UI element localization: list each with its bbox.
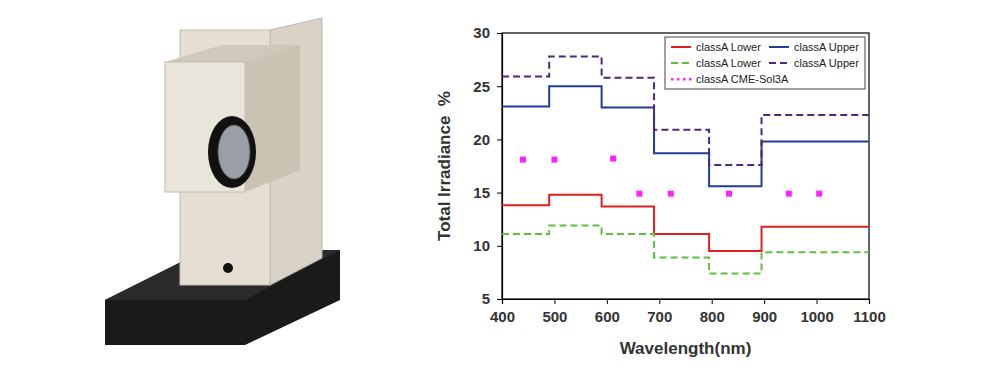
series-line <box>502 86 869 186</box>
x-axis-title: Wavelength(nm) <box>620 339 752 358</box>
plot-frame <box>502 33 869 299</box>
x-tick-label: 500 <box>542 308 567 325</box>
scatter-point <box>668 191 674 197</box>
legend-box <box>665 37 865 89</box>
legend-swatch <box>769 46 789 48</box>
legend-label: classA Lower <box>696 57 761 69</box>
x-tick-label: 400 <box>490 308 515 325</box>
legend-swatch <box>677 78 680 81</box>
y-axis-title: Total Irradiance % <box>435 91 454 241</box>
y-tick-mark <box>497 299 502 300</box>
legend-item: classA Upper <box>769 57 859 69</box>
x-tick: 1000 <box>800 299 833 325</box>
y-tick: 20 <box>473 131 502 148</box>
device-knob <box>223 263 233 273</box>
x-tick-label: 600 <box>595 308 620 325</box>
x-tick-label: 800 <box>700 308 725 325</box>
legend-label: classA Upper <box>794 57 859 69</box>
legend-swatch <box>769 62 789 64</box>
y-tick: 25 <box>473 78 502 95</box>
y-tick-mark <box>497 33 502 34</box>
scatter-point <box>636 191 642 197</box>
legend-item: classA Upper <box>769 41 859 53</box>
legend-item: classA Lower <box>671 57 761 69</box>
y-axis: 5 10 15 20 25 30 <box>473 24 502 307</box>
legend-item: classA CME-Sol3A <box>671 73 789 85</box>
scatter-point <box>551 157 557 163</box>
device-illustration <box>105 18 340 345</box>
y-tick: 5 <box>482 290 502 307</box>
y-tick-label: 30 <box>473 24 490 41</box>
x-tick: 800 <box>700 299 725 325</box>
device-lens <box>218 125 250 179</box>
legend-label: classA Lower <box>696 41 761 53</box>
y-tick-label: 5 <box>482 290 490 307</box>
x-tick-label: 700 <box>647 308 672 325</box>
y-axis-line <box>497 34 503 300</box>
legend: classA Lower classA Upper classA Lower clas… <box>665 37 865 89</box>
y-tick-label: 25 <box>473 78 490 95</box>
y-tick-mark <box>497 86 502 87</box>
x-tick: 900 <box>752 299 777 325</box>
y-tick-label: 10 <box>473 237 490 254</box>
scatter-point <box>610 156 616 162</box>
x-tick-mark <box>607 299 608 304</box>
x-tick-label: 1100 <box>853 308 886 325</box>
y-tick: 15 <box>473 184 502 201</box>
x-tick: 400 <box>490 299 515 325</box>
x-tick-mark <box>712 299 713 304</box>
device-head-side <box>245 45 300 192</box>
scatter-point <box>726 191 732 197</box>
x-axis-line <box>503 300 870 305</box>
y-tick-mark <box>497 139 502 140</box>
x-tick-mark <box>817 299 818 304</box>
y-tick-mark <box>497 246 502 247</box>
x-tick-mark <box>764 299 765 304</box>
x-tick-mark <box>659 299 660 304</box>
legend-swatch <box>671 46 691 48</box>
legend-label: classA CME-Sol3A <box>696 73 789 85</box>
legend-swatch <box>671 78 674 81</box>
device-lens-ring <box>208 116 256 188</box>
x-tick: 1100 <box>853 299 886 325</box>
legend-swatch <box>683 78 686 81</box>
x-tick: 700 <box>647 299 672 325</box>
series-line <box>502 226 869 274</box>
canvas: 400 500 600 700 800 900 1000 1100 5 10 15 20 25 30 Wav… <box>0 0 992 370</box>
legend-item: classA Lower <box>671 41 761 53</box>
x-tick-label: 1000 <box>800 308 833 325</box>
y-tick-label: 20 <box>473 131 490 148</box>
x-tick-mark <box>554 299 555 304</box>
x-tick: 500 <box>542 299 567 325</box>
scatter-point <box>816 191 822 197</box>
y-tick: 10 <box>473 237 502 254</box>
x-tick-label: 900 <box>752 308 777 325</box>
x-axis: 400 500 600 700 800 900 1000 1100 <box>490 299 886 325</box>
y-tick: 30 <box>473 24 502 41</box>
legend-swatch <box>689 78 692 81</box>
scatter-point <box>786 191 792 197</box>
x-tick: 600 <box>595 299 620 325</box>
y-tick-label: 15 <box>473 184 490 201</box>
y-tick-mark <box>497 193 502 194</box>
legend-label: classA Upper <box>794 41 859 53</box>
x-tick-mark <box>869 299 870 304</box>
legend-swatch <box>671 62 691 64</box>
scatter-point <box>520 157 526 163</box>
series-line <box>502 195 869 251</box>
